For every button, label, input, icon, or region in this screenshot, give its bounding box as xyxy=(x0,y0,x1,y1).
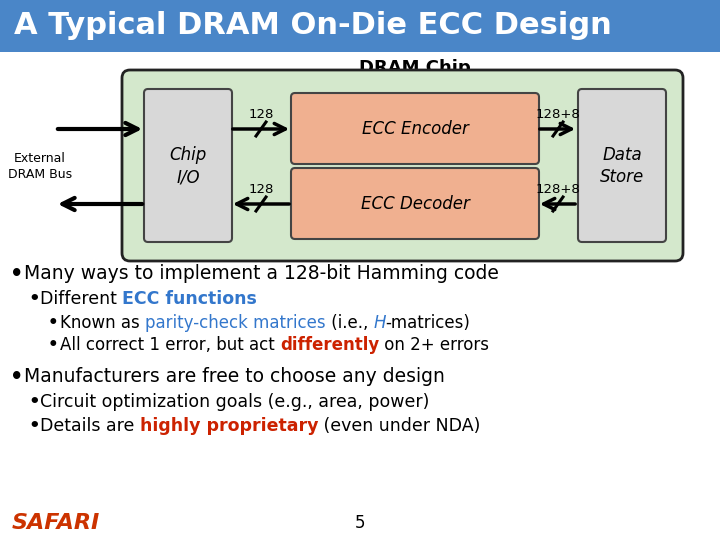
Text: Known as: Known as xyxy=(60,314,145,332)
Text: ECC Encoder: ECC Encoder xyxy=(361,120,469,138)
Text: •: • xyxy=(28,290,40,308)
Text: Details are: Details are xyxy=(40,417,140,435)
Text: parity-check matrices: parity-check matrices xyxy=(145,314,325,332)
Text: Circuit optimization goals (e.g., area, power): Circuit optimization goals (e.g., area, … xyxy=(40,393,429,411)
Text: 128+8: 128+8 xyxy=(536,108,580,121)
Text: •: • xyxy=(10,367,23,387)
Text: (i.e.,: (i.e., xyxy=(325,314,373,332)
Text: •: • xyxy=(48,314,58,332)
Text: (even under NDA): (even under NDA) xyxy=(318,417,481,435)
Text: All correct 1 error, but act: All correct 1 error, but act xyxy=(60,336,280,354)
Text: DRAM Chip: DRAM Chip xyxy=(359,59,471,77)
Text: •: • xyxy=(28,417,40,435)
Text: •: • xyxy=(28,393,40,411)
Text: Chip
I/O: Chip I/O xyxy=(169,146,207,186)
Text: 5: 5 xyxy=(355,514,365,532)
Text: ECC functions: ECC functions xyxy=(122,290,257,308)
Text: 128: 128 xyxy=(248,183,274,196)
Text: on 2+ errors: on 2+ errors xyxy=(379,336,490,354)
Text: A Typical DRAM On-Die ECC Design: A Typical DRAM On-Die ECC Design xyxy=(14,11,612,40)
Text: Many ways to implement a 128-bit Hamming code: Many ways to implement a 128-bit Hamming… xyxy=(24,264,499,283)
Text: •: • xyxy=(48,336,58,354)
FancyBboxPatch shape xyxy=(144,89,232,242)
Text: 128: 128 xyxy=(248,108,274,121)
Text: Different: Different xyxy=(40,290,122,308)
Text: highly proprietary: highly proprietary xyxy=(140,417,318,435)
Text: SAFARI: SAFARI xyxy=(12,513,100,533)
FancyBboxPatch shape xyxy=(291,93,539,164)
FancyBboxPatch shape xyxy=(291,168,539,239)
Text: Manufacturers are free to choose any design: Manufacturers are free to choose any des… xyxy=(24,367,445,386)
Text: 128+8: 128+8 xyxy=(536,183,580,196)
Text: •: • xyxy=(10,264,23,284)
Text: External
DRAM Bus: External DRAM Bus xyxy=(8,152,72,181)
Bar xyxy=(0,0,720,52)
Text: ECC Decoder: ECC Decoder xyxy=(361,195,469,213)
FancyBboxPatch shape xyxy=(578,89,666,242)
Text: -matrices): -matrices) xyxy=(386,314,471,332)
Text: H: H xyxy=(373,314,386,332)
Text: differently: differently xyxy=(280,336,379,354)
FancyBboxPatch shape xyxy=(122,70,683,261)
Text: Data
Store: Data Store xyxy=(600,146,644,186)
